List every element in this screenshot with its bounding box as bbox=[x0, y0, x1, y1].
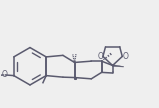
Text: O: O bbox=[1, 70, 7, 79]
Text: O: O bbox=[97, 52, 103, 61]
Text: O: O bbox=[122, 52, 128, 61]
Polygon shape bbox=[113, 65, 124, 67]
